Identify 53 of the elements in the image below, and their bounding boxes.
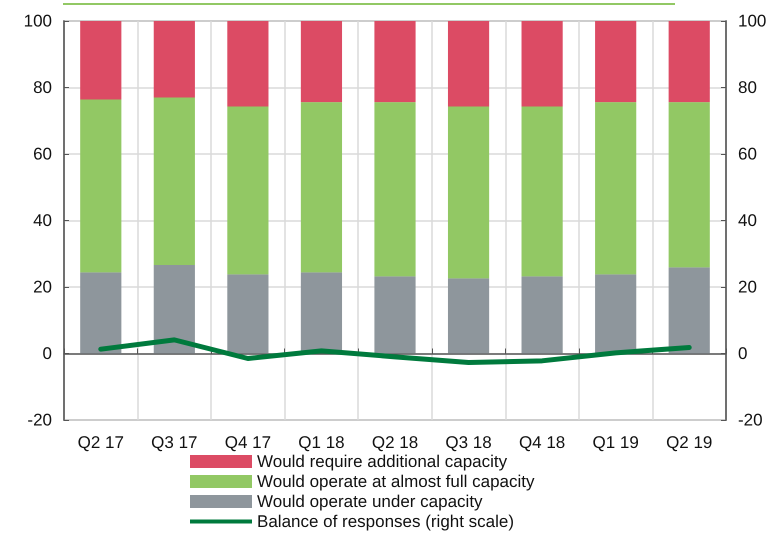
y2-tick-label: 80 (738, 78, 757, 97)
y2-tick-label: 60 (738, 144, 757, 164)
bar (522, 21, 563, 106)
bar (448, 278, 490, 354)
bar (80, 21, 122, 100)
bar (374, 21, 416, 102)
y-tick-label: 40 (33, 211, 52, 230)
legend-label: Would operate under capacity (257, 492, 484, 511)
y2-tick-label: -20 (738, 410, 763, 430)
y-tick-label: -20 (27, 410, 52, 430)
x-tick-label: Q3 17 (151, 433, 198, 452)
bar (448, 106, 490, 278)
bar (668, 102, 710, 268)
x-tick-label: Q1 18 (298, 433, 345, 452)
bar (80, 99, 122, 272)
bar (154, 265, 195, 354)
bar (595, 274, 636, 354)
bar (80, 272, 122, 354)
bar (595, 102, 636, 274)
bar (668, 267, 710, 354)
x-tick-label: Q1 19 (592, 433, 639, 452)
bar (154, 21, 195, 98)
y-tick-label: 0 (42, 344, 52, 363)
y-tick-label: 80 (33, 78, 52, 97)
legend-label: Would operate at almost full capacity (257, 472, 535, 491)
bar (374, 102, 416, 276)
bar (374, 276, 416, 354)
y-tick-label: 100 (24, 12, 52, 30)
x-tick-label: Q2 18 (372, 433, 418, 452)
bar (595, 21, 636, 102)
legend-label: Balance of responses (right scale) (257, 512, 514, 531)
bar (227, 21, 268, 106)
y2-tick-label: 20 (738, 278, 757, 296)
y2-tick-label: 100 (738, 12, 766, 30)
x-tick-label: Q4 18 (518, 433, 566, 452)
bar (522, 106, 563, 276)
bar (154, 97, 195, 266)
x-tick-label: Q2 19 (666, 433, 712, 452)
y2-tick-label: 40 (738, 211, 757, 230)
y-tick-label: 60 (33, 144, 52, 164)
bar (227, 274, 268, 354)
bar (227, 106, 268, 274)
x-tick-label: Q3 18 (445, 433, 492, 452)
y2-tick-label: 0 (738, 344, 748, 363)
x-tick-label: Q4 17 (224, 433, 272, 452)
bar (300, 21, 342, 102)
bar (300, 102, 342, 272)
bar (522, 276, 563, 354)
bar (448, 21, 490, 106)
x-tick-label: Q2 17 (78, 433, 124, 452)
bar (668, 21, 710, 102)
y-tick-label: 20 (33, 278, 52, 296)
legend-label: Would require additional capacity (257, 452, 508, 471)
